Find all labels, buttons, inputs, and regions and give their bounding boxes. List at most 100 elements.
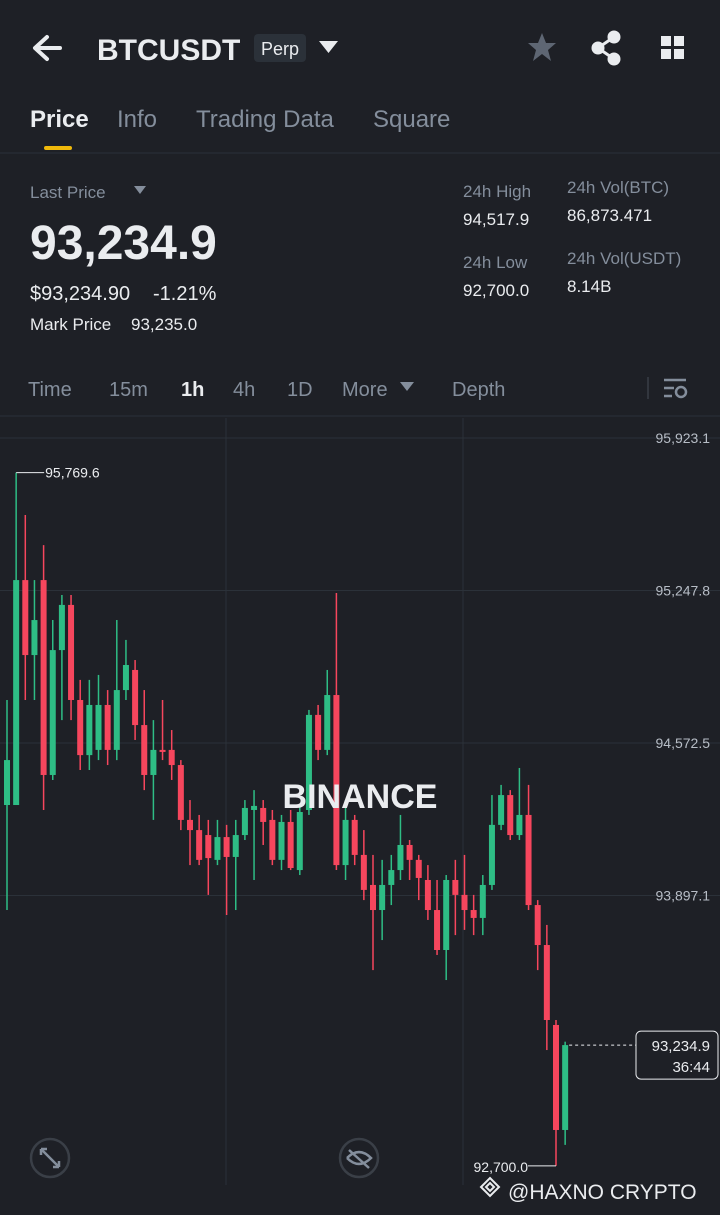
candle-body (13, 580, 20, 806)
candle-body (470, 910, 477, 918)
logo-watermark: BINANCE (283, 778, 438, 816)
candle-body (177, 765, 184, 820)
candle-body (241, 807, 248, 836)
tab[interactable]: Trading Data (196, 106, 335, 133)
candle-body (424, 879, 431, 911)
candle-body (113, 690, 120, 750)
interval[interactable]: 1D (287, 379, 313, 401)
candle-body (205, 835, 212, 859)
candle-body (168, 749, 175, 766)
y-tick-label: 95,923.1 (656, 430, 711, 446)
interval[interactable]: Depth (452, 379, 505, 401)
price-change: -1.21% (153, 283, 217, 305)
candle-body (406, 844, 413, 860)
candle-body (196, 830, 203, 860)
credit-logo (479, 1176, 501, 1198)
candle-body (132, 669, 139, 726)
candle-body (296, 812, 303, 871)
candle-body (525, 814, 532, 906)
chart-settings[interactable] (664, 378, 688, 399)
interval[interactable]: 4h (233, 379, 255, 401)
price-dropdown[interactable] (134, 186, 146, 194)
share-button[interactable] (591, 30, 621, 66)
candle-body (22, 580, 29, 656)
candle-body (49, 650, 56, 775)
hide-indicator-button[interactable] (338, 1137, 380, 1179)
candle-body (104, 704, 111, 750)
stat-value: 92,700.0 (463, 281, 529, 300)
candle-body (141, 725, 148, 775)
candle-body (150, 749, 157, 775)
y-tick-label: 94,572.5 (656, 735, 711, 751)
candle-body (443, 879, 450, 950)
candle-body (269, 819, 276, 860)
stat-label: 24h High (463, 182, 531, 201)
stat-value: 8.14B (567, 277, 611, 296)
badge-bg (254, 34, 306, 62)
candle-body (31, 620, 38, 656)
more-dropdown[interactable] (400, 382, 414, 391)
candle-body (251, 805, 258, 810)
badge: Perp (261, 39, 299, 59)
candle-body (342, 819, 349, 866)
candle-body (315, 714, 322, 750)
interval[interactable]: 1h (181, 379, 204, 401)
stat-label: 24h Vol(BTC) (567, 178, 669, 197)
symbol-title: BTCUSDT (97, 34, 240, 67)
candle-body (553, 1024, 559, 1130)
interval[interactable]: 15m (109, 379, 148, 401)
interval[interactable]: More (342, 379, 388, 401)
chart: 95,923.1 95,247.8 94,572.5 93,897.1 95,769.6… (0, 418, 720, 1185)
candle-body (232, 835, 239, 857)
candle-body (388, 870, 395, 885)
candle-body (40, 580, 47, 775)
candle-body (187, 819, 193, 831)
candle-body (260, 807, 267, 822)
candle-body (534, 905, 541, 946)
stat-label: 24h Vol(USDT) (567, 249, 681, 268)
max-label: 95,769.6 (45, 465, 100, 481)
countdown: 36:44 (672, 1059, 710, 1076)
candle-body (223, 837, 230, 857)
credit-watermark: @HAXNO CRYPTO (508, 1181, 697, 1204)
candle-body (370, 884, 376, 911)
candle-body (77, 699, 84, 756)
candle-body (95, 704, 102, 750)
candle-body (333, 695, 340, 866)
usd-price: $93,234.90 (30, 283, 130, 305)
stat-value: 86,873.471 (567, 206, 652, 225)
candle-body (159, 749, 166, 752)
last-price-label: Last Price (30, 183, 106, 202)
y-tick-label: 93,897.1 (656, 888, 711, 904)
candle-body (86, 704, 93, 756)
tab-indicator (44, 146, 72, 150)
candle-body (305, 714, 312, 810)
back-button[interactable] (33, 35, 62, 61)
tab[interactable]: Price (30, 106, 89, 133)
mark-price-label: Mark Price (30, 315, 111, 334)
candle-body (397, 844, 404, 871)
candle-body (278, 821, 285, 860)
candle-body (4, 760, 10, 806)
tab[interactable]: Info (117, 106, 157, 133)
last-price: 93,234.9 (30, 217, 217, 270)
interval[interactable]: Time (28, 379, 72, 401)
last-price-box (635, 1030, 719, 1080)
candle-body (68, 604, 75, 700)
symbol-dropdown[interactable] (319, 41, 338, 53)
last-price-label: 93,234.9 (652, 1038, 710, 1055)
candle-body (461, 894, 468, 911)
candle-body (452, 879, 459, 895)
tab[interactable]: Square (373, 106, 450, 133)
candle-body (58, 604, 65, 651)
fullscreen-button[interactable] (29, 1137, 71, 1179)
candle-body (543, 945, 550, 1021)
menu-grid[interactable] (661, 36, 684, 59)
candle-body (351, 819, 358, 855)
y-tick-label: 95,247.8 (656, 583, 711, 599)
candle-body (434, 910, 441, 950)
candle-body (498, 795, 505, 825)
favorite-star[interactable] (528, 33, 556, 61)
mark-price: 93,235.0 (131, 315, 197, 334)
